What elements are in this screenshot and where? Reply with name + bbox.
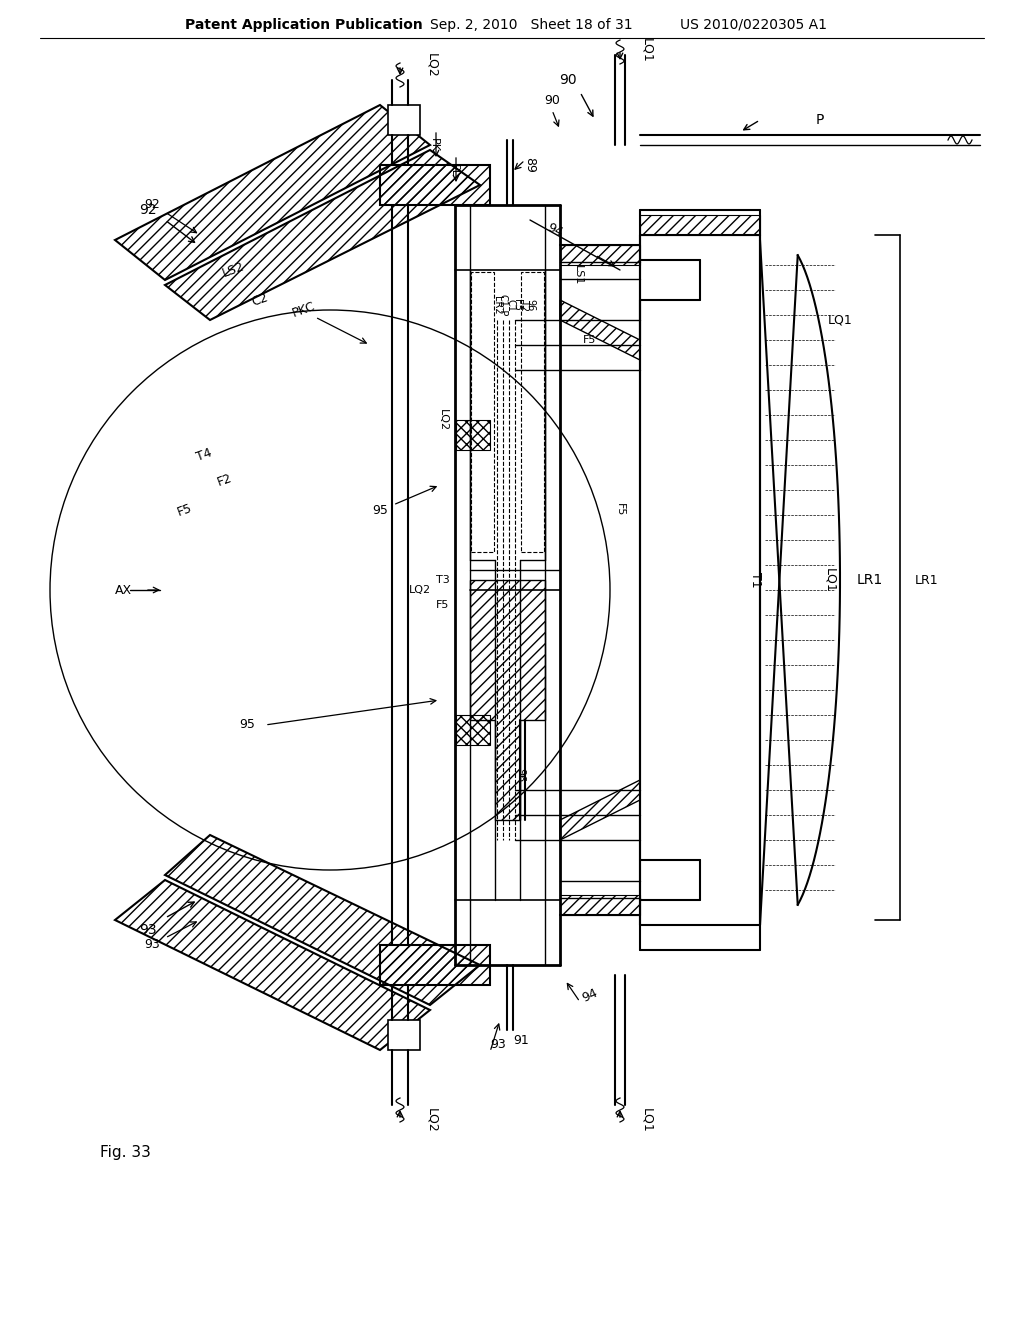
Text: LQ1: LQ1 bbox=[827, 314, 852, 326]
Text: AX: AX bbox=[115, 583, 132, 597]
Text: F5: F5 bbox=[584, 335, 597, 345]
Text: 93: 93 bbox=[139, 923, 157, 937]
Text: C2: C2 bbox=[250, 290, 270, 309]
Text: LR2: LR2 bbox=[492, 296, 502, 314]
Text: LQ2: LQ2 bbox=[438, 409, 449, 432]
Text: 90: 90 bbox=[559, 73, 577, 87]
Text: LS1: LS1 bbox=[573, 265, 583, 285]
Text: PL: PL bbox=[449, 164, 459, 177]
Text: F5: F5 bbox=[175, 502, 194, 519]
Text: 96: 96 bbox=[525, 298, 535, 312]
Text: T3: T3 bbox=[436, 576, 450, 585]
Text: T4: T4 bbox=[195, 446, 214, 463]
Text: 92: 92 bbox=[144, 198, 160, 211]
Text: 96: 96 bbox=[515, 768, 525, 781]
Text: 94: 94 bbox=[581, 986, 600, 1005]
Text: T2: T2 bbox=[519, 298, 529, 312]
Text: LQ1: LQ1 bbox=[640, 1107, 653, 1133]
Text: US 2010/0220305 A1: US 2010/0220305 A1 bbox=[680, 18, 827, 32]
Text: F2: F2 bbox=[215, 471, 233, 488]
Text: F5: F5 bbox=[436, 601, 450, 610]
Text: 95: 95 bbox=[372, 503, 388, 516]
Text: LQ2: LQ2 bbox=[425, 1107, 438, 1133]
Polygon shape bbox=[388, 106, 420, 135]
Text: LQ2: LQ2 bbox=[409, 585, 431, 595]
Text: PKC: PKC bbox=[290, 300, 316, 321]
Text: F5: F5 bbox=[512, 300, 522, 312]
Bar bbox=[471, 272, 494, 552]
Text: 91: 91 bbox=[513, 1034, 528, 1047]
Text: LS2: LS2 bbox=[220, 260, 246, 280]
Text: LQ1: LQ1 bbox=[640, 38, 653, 62]
Text: Sep. 2, 2010   Sheet 18 of 31: Sep. 2, 2010 Sheet 18 of 31 bbox=[430, 18, 633, 32]
Text: LR1: LR1 bbox=[857, 573, 883, 587]
Text: C1: C1 bbox=[505, 298, 515, 312]
Text: LQ1: LQ1 bbox=[823, 568, 837, 593]
Text: F5: F5 bbox=[615, 503, 625, 516]
Text: 89: 89 bbox=[523, 157, 537, 173]
Text: LR1: LR1 bbox=[915, 573, 939, 586]
Text: LQ2: LQ2 bbox=[425, 53, 438, 78]
Text: 93: 93 bbox=[490, 1039, 506, 1052]
Text: 92: 92 bbox=[139, 203, 157, 216]
Text: Patent Application Publication: Patent Application Publication bbox=[185, 18, 423, 32]
Text: C1-P: C1-P bbox=[498, 294, 508, 317]
Text: 90: 90 bbox=[544, 94, 560, 107]
Text: T1: T1 bbox=[749, 572, 762, 587]
Text: 95: 95 bbox=[239, 718, 255, 731]
Text: Fig. 33: Fig. 33 bbox=[100, 1146, 151, 1160]
Text: 94: 94 bbox=[545, 220, 565, 239]
Text: 93: 93 bbox=[144, 939, 160, 952]
Polygon shape bbox=[388, 1020, 420, 1049]
Text: P: P bbox=[816, 114, 824, 127]
Text: PK: PK bbox=[429, 139, 439, 152]
Bar bbox=[521, 272, 544, 552]
